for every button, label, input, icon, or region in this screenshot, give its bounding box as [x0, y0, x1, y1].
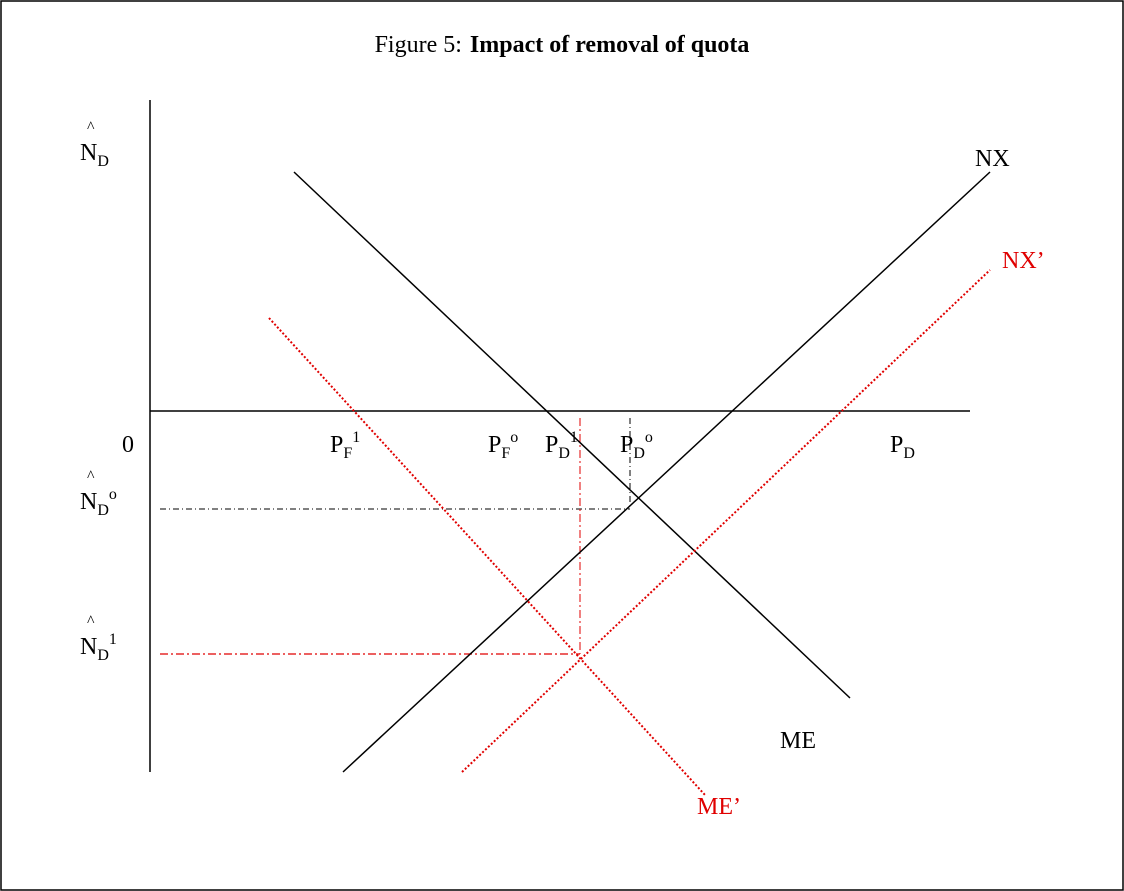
label-sup: 1	[570, 429, 578, 446]
title-prefix: Figure 5:	[375, 32, 462, 58]
label-sup: o	[645, 429, 653, 446]
label: NDo	[80, 486, 117, 519]
label-sub: D	[558, 445, 570, 462]
label-sub: D	[97, 502, 109, 519]
hat: ^	[87, 468, 95, 485]
label: PDo	[620, 429, 653, 462]
title-bold: Impact of removal of quota	[470, 32, 750, 58]
label-sub: F	[501, 445, 510, 462]
label: ND1	[80, 631, 117, 664]
label-sup: 1	[109, 631, 117, 648]
label-sub: D	[97, 647, 109, 664]
label-sub: D	[633, 445, 645, 462]
label-base: P	[890, 432, 903, 458]
label-sub: F	[343, 445, 352, 462]
label-base: N	[80, 489, 97, 515]
label-base: P	[545, 432, 558, 458]
curve-label: ME’	[697, 794, 741, 820]
label-base: P	[620, 432, 633, 458]
nx-prime-curve	[461, 269, 991, 773]
label-base: P	[488, 432, 501, 458]
label-sup: o	[510, 429, 518, 446]
curve-label: NX’	[1002, 248, 1045, 274]
label-sup: o	[109, 486, 117, 503]
label: PFo	[488, 429, 518, 462]
hat: ^	[87, 613, 95, 630]
curve-label: NX	[975, 146, 1010, 172]
label-sub: D	[97, 153, 109, 170]
label: PF1	[330, 429, 360, 462]
label-base: P	[330, 432, 343, 458]
me-curve	[293, 171, 851, 699]
nx-curve	[342, 171, 991, 773]
y-axis-label: ND	[80, 140, 109, 170]
x-axis-label: PD	[890, 432, 915, 462]
label-sub: D	[903, 445, 915, 462]
title: Figure 5: Impact of removal of quota	[375, 32, 750, 58]
curve-label: ME	[780, 728, 816, 754]
label-base: N	[80, 140, 97, 166]
label-base: N	[80, 634, 97, 660]
label: PD1	[545, 429, 578, 462]
hat: ^	[87, 119, 95, 136]
origin-label: 0	[122, 432, 134, 458]
label-sup: 1	[352, 429, 360, 446]
